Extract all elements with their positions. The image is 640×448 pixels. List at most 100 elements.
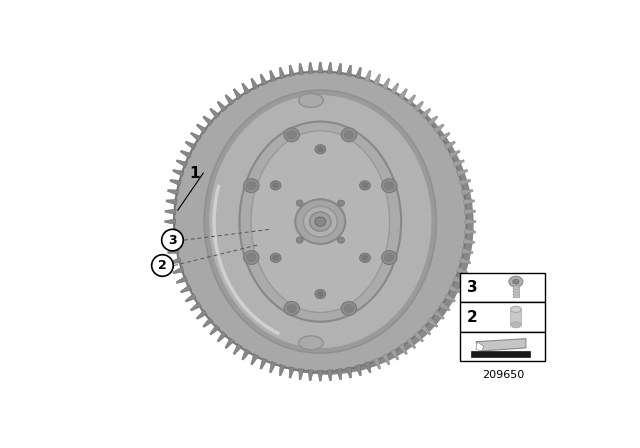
Ellipse shape (175, 72, 468, 372)
Ellipse shape (244, 179, 259, 193)
Ellipse shape (179, 73, 471, 374)
Ellipse shape (181, 74, 474, 375)
Polygon shape (168, 248, 179, 254)
Circle shape (162, 229, 183, 251)
Ellipse shape (360, 181, 371, 190)
Polygon shape (364, 70, 371, 82)
Polygon shape (217, 332, 227, 342)
Polygon shape (476, 339, 526, 351)
Polygon shape (460, 180, 471, 186)
Ellipse shape (362, 255, 369, 261)
Polygon shape (269, 362, 276, 373)
Polygon shape (456, 267, 468, 274)
Polygon shape (439, 132, 450, 141)
Polygon shape (463, 238, 475, 244)
Ellipse shape (246, 181, 257, 190)
Ellipse shape (175, 72, 467, 372)
Ellipse shape (272, 182, 279, 189)
Polygon shape (439, 302, 450, 311)
Ellipse shape (303, 206, 337, 237)
Polygon shape (165, 228, 176, 234)
Polygon shape (210, 325, 220, 335)
Polygon shape (251, 354, 259, 365)
Ellipse shape (284, 128, 300, 142)
Polygon shape (260, 358, 268, 369)
Polygon shape (191, 302, 202, 311)
Text: 3: 3 (467, 280, 477, 295)
Ellipse shape (270, 253, 281, 263)
Ellipse shape (511, 322, 521, 328)
Polygon shape (176, 160, 188, 167)
Polygon shape (289, 65, 294, 77)
Polygon shape (180, 285, 191, 293)
Ellipse shape (296, 200, 303, 206)
Ellipse shape (299, 336, 323, 350)
Ellipse shape (315, 217, 326, 226)
Polygon shape (196, 124, 207, 134)
Polygon shape (210, 108, 220, 118)
Polygon shape (242, 349, 250, 360)
Polygon shape (233, 344, 242, 355)
Polygon shape (465, 228, 476, 234)
Ellipse shape (360, 253, 371, 263)
Ellipse shape (239, 121, 401, 322)
Polygon shape (449, 151, 460, 158)
Polygon shape (453, 276, 464, 284)
Polygon shape (433, 124, 444, 134)
Polygon shape (421, 325, 431, 335)
Ellipse shape (381, 179, 397, 193)
Ellipse shape (509, 276, 523, 287)
Polygon shape (176, 276, 188, 284)
Polygon shape (390, 349, 399, 360)
Polygon shape (203, 318, 213, 327)
Bar (513, 285, 519, 297)
Polygon shape (180, 151, 191, 158)
Ellipse shape (362, 182, 369, 189)
Polygon shape (173, 170, 184, 177)
Ellipse shape (270, 181, 281, 190)
Polygon shape (317, 370, 323, 381)
Ellipse shape (315, 145, 326, 154)
Ellipse shape (337, 237, 344, 243)
Ellipse shape (272, 255, 279, 261)
Ellipse shape (177, 73, 470, 373)
Ellipse shape (296, 237, 303, 243)
Text: 1: 1 (189, 166, 200, 181)
Ellipse shape (174, 72, 467, 372)
Polygon shape (289, 367, 294, 378)
Polygon shape (170, 258, 181, 264)
Text: 3: 3 (168, 233, 177, 246)
Text: 209650: 209650 (482, 370, 524, 380)
Polygon shape (373, 358, 381, 369)
Polygon shape (399, 344, 408, 355)
Ellipse shape (341, 302, 356, 315)
Polygon shape (173, 267, 184, 274)
Polygon shape (191, 132, 202, 141)
Bar (460, 273, 545, 302)
Bar (460, 332, 545, 361)
Ellipse shape (180, 74, 472, 374)
Polygon shape (242, 83, 250, 94)
Polygon shape (406, 95, 415, 105)
Ellipse shape (179, 73, 472, 374)
Ellipse shape (344, 130, 355, 139)
Ellipse shape (310, 212, 331, 231)
Polygon shape (355, 68, 362, 79)
Polygon shape (337, 369, 342, 380)
Ellipse shape (180, 74, 473, 375)
Polygon shape (299, 64, 304, 75)
Polygon shape (421, 108, 431, 118)
Polygon shape (414, 332, 424, 342)
Circle shape (152, 255, 173, 276)
Polygon shape (165, 209, 176, 215)
Text: 2: 2 (467, 310, 477, 325)
Polygon shape (279, 68, 285, 79)
Polygon shape (382, 354, 390, 365)
Polygon shape (390, 83, 399, 94)
Ellipse shape (381, 250, 397, 264)
Bar (471, 351, 530, 357)
Ellipse shape (295, 199, 346, 244)
Polygon shape (433, 310, 444, 319)
Ellipse shape (344, 304, 355, 313)
Polygon shape (260, 74, 268, 86)
